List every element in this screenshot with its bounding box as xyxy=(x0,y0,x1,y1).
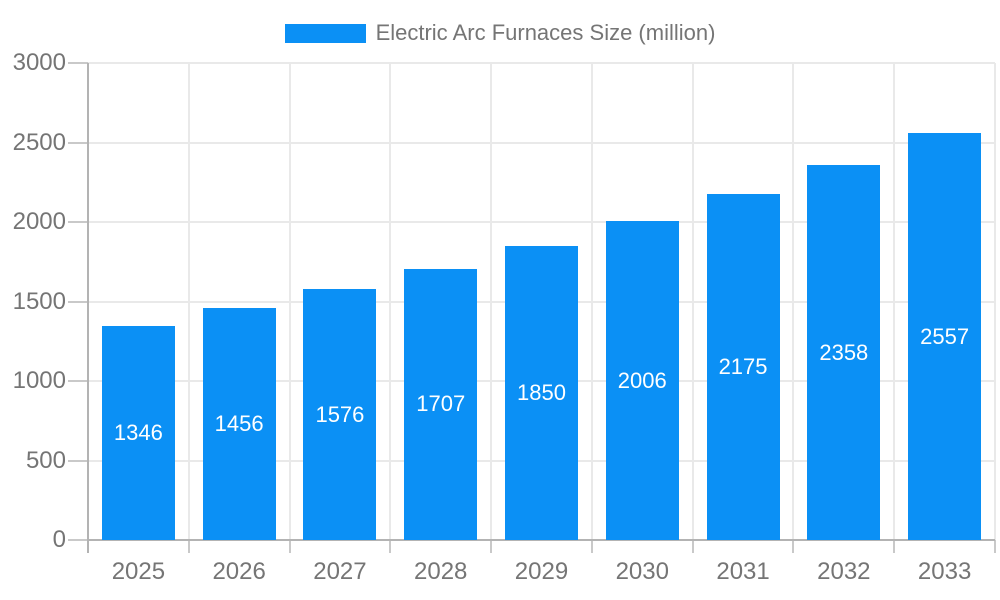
bar[interactable] xyxy=(807,165,881,540)
bar-value-label: 2358 xyxy=(819,339,869,365)
x-tick xyxy=(792,540,795,553)
legend-swatch-icon xyxy=(284,23,366,43)
y-tick xyxy=(68,141,88,144)
v-gridline xyxy=(187,63,190,540)
y-tick xyxy=(68,459,88,462)
x-axis-label: 2026 xyxy=(212,558,266,585)
bar[interactable] xyxy=(605,221,679,540)
bar-value-label: 1576 xyxy=(315,401,365,427)
v-gridline xyxy=(389,63,392,540)
x-axis-label: 2027 xyxy=(313,558,367,585)
v-gridline xyxy=(691,63,694,540)
y-axis-line xyxy=(87,63,89,553)
bar-value-label: 1346 xyxy=(113,419,163,445)
x-tick xyxy=(389,540,392,553)
v-gridline xyxy=(590,63,593,540)
x-axis-label: 2031 xyxy=(716,558,770,585)
bar[interactable] xyxy=(505,245,578,540)
bar-value-label: 1707 xyxy=(416,391,466,417)
y-tick xyxy=(68,62,88,64)
bar[interactable] xyxy=(303,289,377,540)
y-axis-label: 500 xyxy=(25,446,66,474)
x-axis-label: 2029 xyxy=(514,558,569,585)
bar-value-label: 1456 xyxy=(214,411,264,437)
bar-value-label: 2175 xyxy=(718,354,768,380)
h-gridline xyxy=(88,141,995,144)
x-tick xyxy=(691,540,694,553)
x-axis-label: 2028 xyxy=(414,558,468,585)
h-gridline xyxy=(88,62,995,64)
x-tick xyxy=(490,540,493,553)
y-axis-label: 0 xyxy=(52,526,66,553)
y-axis-label: 1500 xyxy=(12,287,66,315)
y-tick xyxy=(68,300,88,303)
bar-value-label: 2557 xyxy=(920,323,970,349)
v-gridline xyxy=(792,63,795,540)
y-axis-label: 2500 xyxy=(12,128,66,156)
x-tick xyxy=(288,540,291,553)
legend[interactable]: Electric Arc Furnaces Size (million) xyxy=(0,20,1000,46)
h-gridline xyxy=(88,221,995,223)
v-gridline xyxy=(893,63,896,540)
x-axis-label: 2032 xyxy=(817,558,871,585)
bar[interactable] xyxy=(202,308,276,540)
bar[interactable] xyxy=(101,325,175,540)
bar[interactable] xyxy=(706,194,780,540)
y-axis-label: 1000 xyxy=(12,367,66,394)
v-gridline xyxy=(288,63,291,540)
bar[interactable] xyxy=(908,133,982,540)
y-tick xyxy=(68,221,88,223)
x-tick xyxy=(187,540,190,553)
y-axis-label: 2000 xyxy=(12,208,66,235)
x-axis-label: 2033 xyxy=(917,558,972,585)
x-tick xyxy=(590,540,593,553)
bar[interactable] xyxy=(404,268,478,540)
y-tick xyxy=(68,539,88,541)
bar-value-label: 1850 xyxy=(517,379,566,405)
v-gridline xyxy=(994,63,996,540)
y-axis-label: 3000 xyxy=(12,49,66,76)
bar-value-label: 2006 xyxy=(617,367,667,393)
v-gridline xyxy=(490,63,493,540)
x-axis-line xyxy=(88,539,995,541)
x-tick xyxy=(994,540,996,553)
x-tick xyxy=(893,540,896,553)
x-axis-label: 2030 xyxy=(615,558,669,585)
y-tick xyxy=(68,380,88,382)
legend-label: Electric Arc Furnaces Size (million) xyxy=(375,20,716,45)
x-axis-label: 2025 xyxy=(111,558,166,585)
